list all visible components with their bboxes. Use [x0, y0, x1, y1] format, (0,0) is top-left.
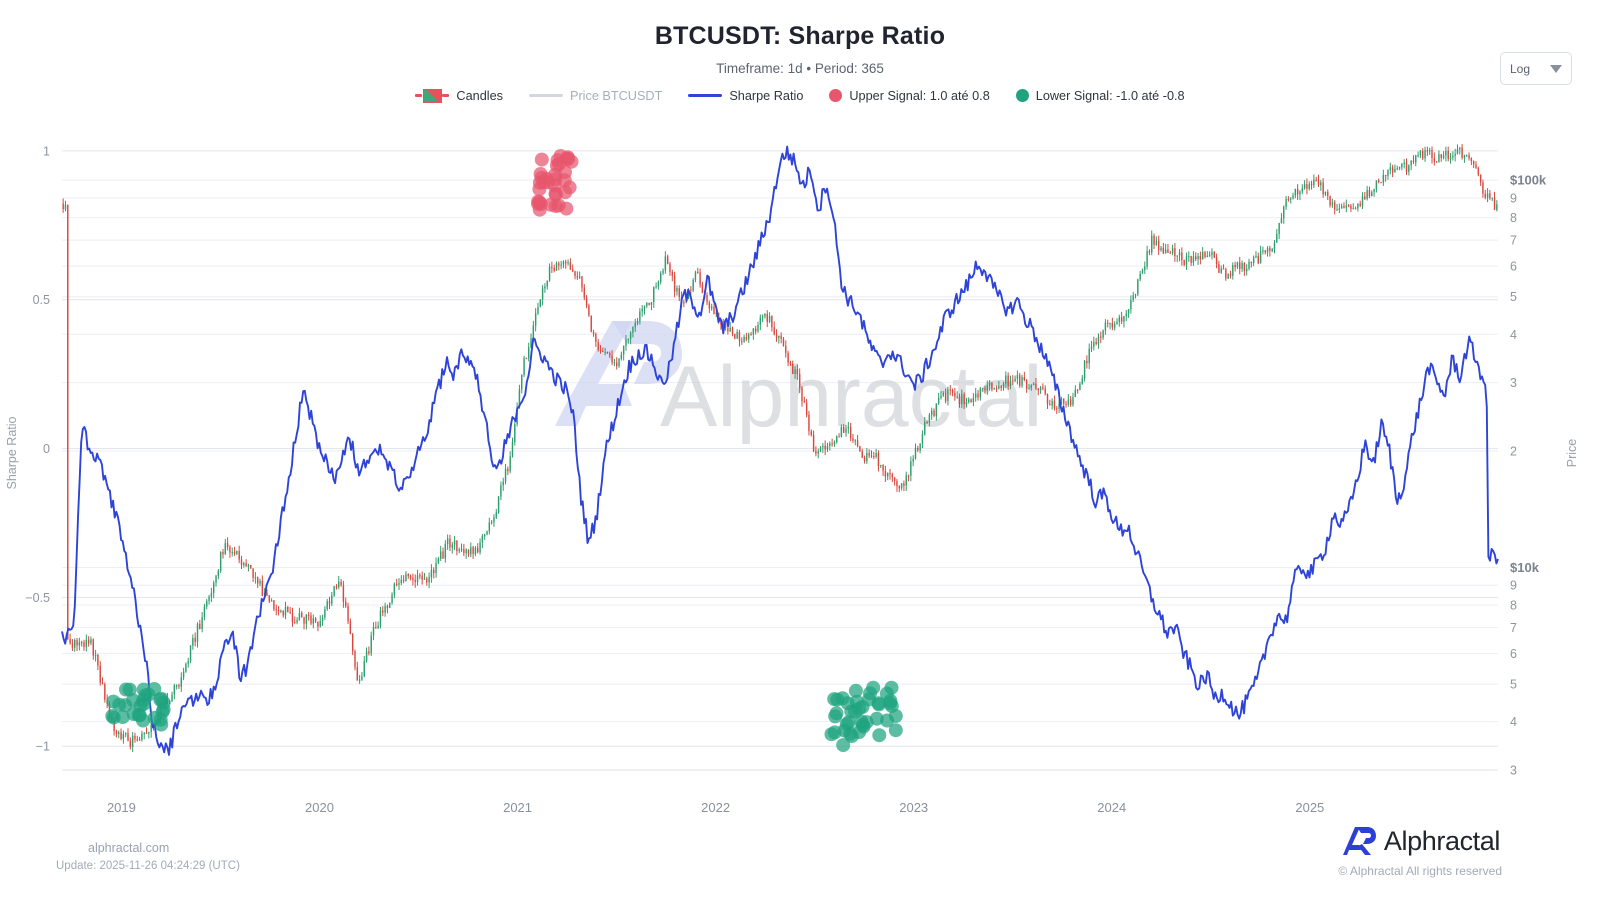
signal-marker-dot — [848, 683, 863, 698]
legend-label: Upper Signal: 1.0 até 0.8 — [849, 88, 990, 103]
brand-name: Alphractal — [1383, 825, 1500, 856]
candle-icon — [415, 88, 450, 103]
svg-text:$100k: $100k — [1510, 173, 1547, 188]
signal-marker-dot — [115, 710, 130, 725]
legend-item-sharpe-ratio[interactable]: Sharpe Ratio — [688, 89, 803, 103]
signal-marker-dot — [122, 682, 137, 697]
dot-swatch-icon — [829, 89, 843, 102]
signal-marker-dot — [841, 715, 856, 730]
svg-text:7: 7 — [1510, 621, 1517, 635]
signal-marker-dot — [848, 704, 863, 719]
svg-text:2025: 2025 — [1295, 800, 1324, 815]
alphractal-mark-icon — [1342, 827, 1376, 855]
signal-marker-dot — [883, 696, 898, 711]
legend-item-candles[interactable]: Candles — [415, 88, 503, 103]
legend-item-lower-signal[interactable]: Lower Signal: -1.0 até -0.8 — [1015, 88, 1185, 103]
signal-marker-dot — [154, 691, 169, 706]
legend-label: Sharpe Ratio — [729, 88, 804, 103]
svg-text:−0.5: −0.5 — [25, 591, 50, 605]
chart-subtitle: Timeframe: 1d • Period: 365 — [716, 61, 884, 76]
svg-text:7: 7 — [1510, 234, 1517, 248]
signal-marker-dot — [856, 719, 871, 734]
signal-marker-dot — [534, 152, 549, 167]
signal-marker-dot — [836, 738, 851, 753]
line-swatch-icon — [528, 94, 563, 97]
svg-text:9: 9 — [1510, 191, 1517, 205]
signal-marker-group[interactable] — [105, 682, 171, 732]
svg-text:6: 6 — [1510, 260, 1517, 274]
svg-text:$10k: $10k — [1510, 560, 1540, 575]
y-axis-right: $100k 9 8 7 6 5 4 3 2 $10k 9 8 7 6 5 4 3 Price — [1510, 173, 1579, 778]
signal-marker-dot — [541, 175, 555, 190]
svg-text:3: 3 — [1510, 764, 1517, 778]
signal-marker-dot — [552, 157, 566, 171]
signal-marker-dot — [532, 195, 547, 210]
price-candlesticks — [62, 144, 1498, 753]
legend-item-upper-signal[interactable]: Upper Signal: 1.0 até 0.8 — [829, 88, 990, 103]
signal-marker-dot — [827, 692, 842, 707]
chevron-down-icon — [1550, 64, 1562, 73]
svg-text:−1: −1 — [36, 740, 50, 754]
line-swatch-icon — [688, 94, 723, 97]
svg-text:2021: 2021 — [503, 800, 532, 815]
signal-marker-dot — [147, 710, 162, 725]
svg-text:Price: Price — [1565, 439, 1579, 468]
legend-label: Candles — [456, 88, 503, 103]
signal-marker-group[interactable] — [824, 680, 903, 753]
svg-text:2020: 2020 — [305, 800, 334, 815]
svg-text:2024: 2024 — [1097, 800, 1126, 815]
svg-text:2: 2 — [1510, 444, 1517, 458]
signal-marker-dot — [141, 687, 156, 702]
chart-legend: Candles Price BTCUSDT Sharpe Ratio Upper Si… — [0, 88, 1600, 103]
x-axis: 2019 2020 2021 2022 2023 2024 2025 — [107, 800, 1324, 815]
y-axis-left: 1 0.5 0 −0.5 −1 Sharpe Ratio — [5, 144, 1498, 754]
scale-select-log[interactable]: Log — [1500, 52, 1572, 85]
svg-text:6: 6 — [1510, 647, 1517, 661]
svg-text:0.5: 0.5 — [33, 293, 50, 307]
footer-copyright: © Alphractal All rights reserved — [1338, 864, 1502, 878]
svg-text:5: 5 — [1510, 678, 1517, 692]
signal-marker-dot — [872, 728, 887, 743]
signal-marker-dot — [562, 180, 577, 195]
footer-update-timestamp: Update: 2025-11-26 04:24:29 (UTC) — [56, 860, 240, 872]
signal-marker-dot — [131, 708, 146, 723]
svg-text:8: 8 — [1510, 211, 1517, 225]
signal-marker-dot — [105, 709, 120, 723]
signal-marker-dot — [551, 198, 566, 213]
footer-site-link[interactable]: alphractal.com — [88, 841, 170, 855]
sharpe-ratio-line — [61, 145, 1499, 756]
svg-text:8: 8 — [1510, 599, 1517, 613]
brand-logo: Alphractal — [1340, 824, 1500, 858]
page-title: BTCUSDT: Sharpe Ratio — [654, 22, 946, 50]
svg-text:5: 5 — [1510, 290, 1517, 304]
signal-marker-group[interactable] — [531, 149, 579, 217]
svg-text:4: 4 — [1510, 328, 1517, 342]
signal-marker-dot — [824, 727, 839, 742]
legend-item-price-btcusdt[interactable]: Price BTCUSDT — [528, 88, 663, 103]
svg-text:2022: 2022 — [701, 800, 730, 815]
plot-area: Alphractal 1 0.5 0 −0.5 −1 Sharpe Ratio $100k 9 8… — [0, 116, 1600, 816]
svg-text:0: 0 — [43, 442, 50, 456]
svg-text:1: 1 — [43, 144, 50, 158]
dot-swatch-icon — [1015, 89, 1029, 102]
signal-marker-dot — [829, 706, 844, 721]
signal-marker-dot — [844, 729, 859, 744]
scale-select-label: Log — [1510, 61, 1531, 76]
svg-text:Sharpe Ratio: Sharpe Ratio — [5, 416, 19, 489]
signal-marker-dot — [863, 686, 877, 701]
svg-text:4: 4 — [1510, 715, 1517, 729]
svg-text:2019: 2019 — [107, 800, 136, 815]
svg-text:3: 3 — [1510, 376, 1517, 390]
svg-text:2023: 2023 — [899, 800, 928, 815]
svg-text:9: 9 — [1510, 579, 1517, 593]
legend-label: Lower Signal: -1.0 até -0.8 — [1035, 88, 1185, 103]
signal-marker-dot — [888, 723, 903, 738]
legend-label: Price BTCUSDT — [569, 88, 663, 103]
signal-marker-dot — [126, 693, 141, 708]
